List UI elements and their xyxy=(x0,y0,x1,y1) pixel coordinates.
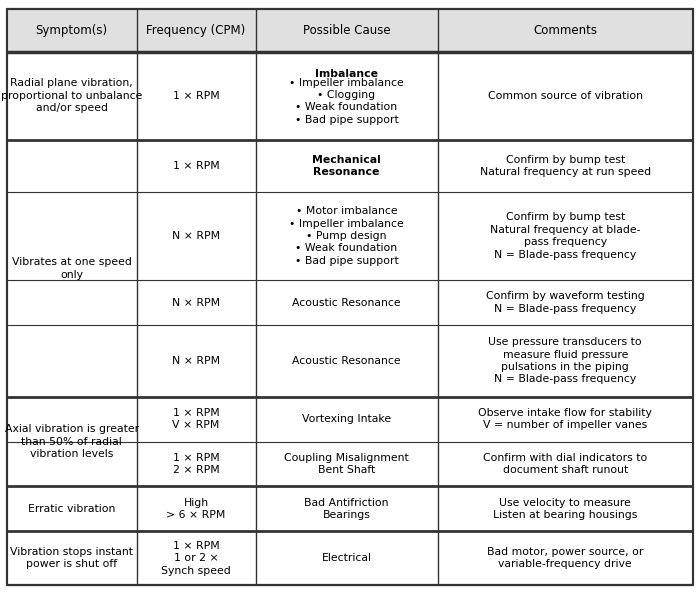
Text: Vibrates at one speed
only: Vibrates at one speed only xyxy=(12,257,132,280)
Text: Acoustic Resonance: Acoustic Resonance xyxy=(292,356,401,366)
Text: Bad motor, power source, or
variable-frequency drive: Bad motor, power source, or variable-fre… xyxy=(487,547,643,570)
Text: Radial plane vibration,
proportional to unbalance
and/or speed: Radial plane vibration, proportional to … xyxy=(1,78,142,113)
Text: Confirm with dial indicators to
document shaft runout: Confirm with dial indicators to document… xyxy=(483,453,648,475)
Text: N × RPM: N × RPM xyxy=(172,298,220,308)
Text: Use velocity to measure
Listen at bearing housings: Use velocity to measure Listen at bearin… xyxy=(493,498,638,520)
Text: Imbalance: Imbalance xyxy=(315,69,378,80)
Text: N × RPM: N × RPM xyxy=(172,356,220,366)
Text: Axial vibration is greater
than 50% of radial
vibration levels: Axial vibration is greater than 50% of r… xyxy=(5,424,139,459)
Text: Coupling Misalignment
Bent Shaft: Coupling Misalignment Bent Shaft xyxy=(284,453,409,475)
Text: 1 × RPM: 1 × RPM xyxy=(173,161,219,171)
Text: Vortexing Intake: Vortexing Intake xyxy=(302,414,391,424)
Text: 1 × RPM
1 or 2 ×
Synch speed: 1 × RPM 1 or 2 × Synch speed xyxy=(161,541,231,576)
Text: Observe intake flow for stability
V = number of impeller vanes: Observe intake flow for stability V = nu… xyxy=(478,408,652,430)
Text: Frequency (CPM): Frequency (CPM) xyxy=(146,24,246,37)
Text: • Impeller imbalance
• Clogging
• Weak foundation
• Bad pipe support: • Impeller imbalance • Clogging • Weak f… xyxy=(289,78,404,125)
Text: Electrical: Electrical xyxy=(321,553,372,563)
Text: 1 × RPM
V × RPM: 1 × RPM V × RPM xyxy=(172,408,220,430)
Text: 1 × RPM: 1 × RPM xyxy=(173,91,219,101)
Text: Erratic vibration: Erratic vibration xyxy=(28,504,116,514)
Text: Possible Cause: Possible Cause xyxy=(302,24,391,37)
FancyBboxPatch shape xyxy=(7,9,693,585)
FancyBboxPatch shape xyxy=(7,9,693,52)
Text: Confirm by waveform testing
N = Blade-pass frequency: Confirm by waveform testing N = Blade-pa… xyxy=(486,291,645,314)
Text: N × RPM: N × RPM xyxy=(172,231,220,241)
Text: Mechanical
Resonance: Mechanical Resonance xyxy=(312,154,381,177)
Text: Common source of vibration: Common source of vibration xyxy=(488,91,643,101)
Text: Acoustic Resonance: Acoustic Resonance xyxy=(292,298,401,308)
Text: Comments: Comments xyxy=(533,24,597,37)
Text: Symptom(s): Symptom(s) xyxy=(36,24,108,37)
Text: Use pressure transducers to
measure fluid pressure
pulsations in the piping
N = : Use pressure transducers to measure flui… xyxy=(489,337,642,384)
Text: Bad Antifriction
Bearings: Bad Antifriction Bearings xyxy=(304,498,389,520)
Text: • Motor imbalance
• Impeller imbalance
• Pump design
• Weak foundation
• Bad pip: • Motor imbalance • Impeller imbalance •… xyxy=(289,206,404,266)
Text: High
> 6 × RPM: High > 6 × RPM xyxy=(167,498,225,520)
Text: Vibration stops instant
power is shut off: Vibration stops instant power is shut of… xyxy=(10,547,133,570)
Text: Confirm by bump test
Natural frequency at run speed: Confirm by bump test Natural frequency a… xyxy=(480,154,651,177)
Text: Confirm by bump test
Natural frequency at blade-
pass frequency
N = Blade-pass f: Confirm by bump test Natural frequency a… xyxy=(490,212,640,260)
Text: 1 × RPM
2 × RPM: 1 × RPM 2 × RPM xyxy=(173,453,219,475)
